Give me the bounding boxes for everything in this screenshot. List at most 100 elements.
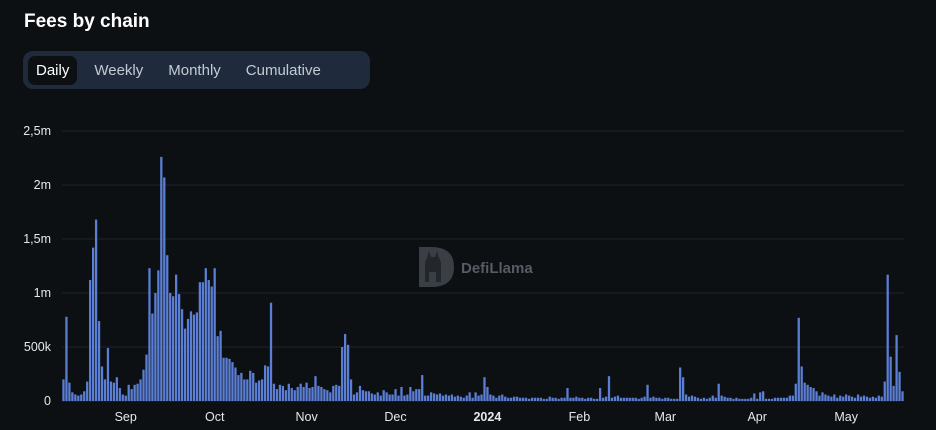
bar[interactable] [590,397,593,401]
bar[interactable] [883,381,886,401]
bar[interactable] [346,344,350,401]
bar[interactable] [341,347,344,401]
bar[interactable] [880,396,883,401]
bar[interactable] [901,391,904,401]
bar[interactable] [587,397,590,401]
bar[interactable] [142,369,145,401]
bar[interactable] [234,367,237,401]
bar[interactable] [74,394,77,401]
bar[interactable] [815,391,818,401]
bar[interactable] [344,334,347,401]
bar[interactable] [163,177,166,401]
bar[interactable] [352,394,356,401]
bar[interactable] [400,386,403,401]
bar[interactable] [566,388,569,401]
bar[interactable] [382,390,385,401]
bar[interactable] [738,398,741,401]
bar[interactable] [83,391,86,401]
bar[interactable] [483,377,486,401]
bar[interactable] [225,357,228,401]
bar[interactable] [213,268,216,401]
bar[interactable] [335,384,338,401]
bar[interactable] [684,394,688,401]
bar[interactable] [272,383,276,401]
bar[interactable] [326,390,329,401]
bar[interactable] [827,395,830,401]
bar[interactable] [607,376,611,401]
bar[interactable] [717,383,720,401]
bar[interactable] [376,392,379,401]
bar[interactable] [444,394,448,401]
bar[interactable] [862,395,866,401]
bar[interactable] [501,394,504,401]
bar[interactable] [329,392,332,401]
bar[interactable] [394,389,397,401]
bar[interactable] [661,398,664,401]
bar[interactable] [462,397,465,401]
bar[interactable] [441,395,445,401]
bar[interactable] [305,382,308,401]
bar[interactable] [219,330,222,401]
bar[interactable] [68,382,71,401]
bar[interactable] [859,396,863,401]
bar[interactable] [655,397,658,401]
bar[interactable] [308,388,311,401]
bar[interactable] [753,393,756,401]
bar[interactable] [563,397,566,401]
bar[interactable] [124,395,127,401]
bar[interactable] [596,398,599,401]
bar[interactable] [391,394,394,401]
bar[interactable] [791,395,794,401]
bar[interactable] [71,392,74,401]
bar[interactable] [465,395,468,401]
bar[interactable] [263,365,267,401]
bar[interactable] [824,394,827,401]
bar[interactable] [886,274,889,401]
bar[interactable] [332,385,335,401]
bar[interactable] [118,388,121,401]
bar[interactable] [127,384,130,401]
bar[interactable] [480,394,483,401]
bar[interactable] [664,397,667,401]
bar[interactable] [145,354,148,401]
bar[interactable] [548,396,551,401]
bar[interactable] [593,398,596,401]
bar[interactable] [892,385,895,401]
bar[interactable] [311,386,314,401]
bar[interactable] [833,394,836,401]
bar[interactable] [424,395,427,401]
bar[interactable] [779,397,783,401]
bar[interactable] [818,395,821,401]
bar[interactable] [628,397,631,401]
bar[interactable] [115,377,118,401]
bar[interactable] [403,395,406,401]
bar[interactable] [240,372,243,401]
bar[interactable] [536,397,539,401]
bar[interactable] [397,395,400,401]
bar[interactable] [643,396,646,401]
bar[interactable] [767,398,771,401]
bar[interactable] [281,385,284,401]
bar[interactable] [474,392,477,401]
bar[interactable] [874,397,877,401]
bar[interactable] [575,396,578,401]
bar[interactable] [806,384,809,401]
bar[interactable] [539,397,542,401]
bar[interactable] [255,382,258,401]
bar[interactable] [183,328,187,401]
bar[interactable] [453,396,456,401]
bar[interactable] [418,389,421,401]
bar[interactable] [510,397,513,401]
bar[interactable] [148,268,151,401]
bar[interactable] [338,385,341,401]
bar[interactable] [367,391,370,401]
bar[interactable] [109,381,113,401]
bar[interactable] [687,396,691,401]
bar[interactable] [708,397,711,401]
bar[interactable] [634,397,637,401]
bar[interactable] [845,394,848,401]
bar[interactable] [679,367,682,401]
bar[interactable] [130,389,133,401]
bar[interactable] [456,395,459,401]
bar[interactable] [106,348,110,401]
